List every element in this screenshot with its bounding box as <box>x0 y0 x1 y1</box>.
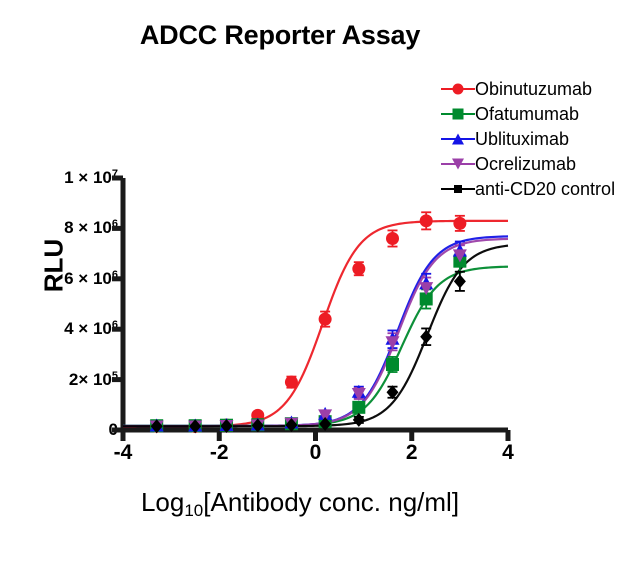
data-point-circle <box>318 312 332 326</box>
data-point-diamond <box>352 412 365 427</box>
y-tick-label-text: 8 × 106 <box>64 218 118 238</box>
series-curve-anti-cd20-control <box>123 244 509 428</box>
data-point-diamond <box>150 419 163 434</box>
data-point-triangle-down <box>419 282 434 296</box>
data-point-circle <box>453 216 467 230</box>
x-axis-title-subscript: 10 <box>184 501 204 520</box>
data-point-triangle-down <box>351 387 366 401</box>
data-point-diamond <box>420 329 433 344</box>
axes <box>112 175 511 441</box>
legend-marker-triangle-up-icon <box>441 129 475 149</box>
data-point-square <box>386 357 399 371</box>
x-tick-label: -4 <box>113 441 133 464</box>
data-point-triangle-down <box>318 409 333 423</box>
data-point-diamond <box>285 417 298 432</box>
legend-item-anti-cd20-control[interactable]: anti-CD20 control <box>441 176 640 201</box>
legend-key-marker <box>452 83 464 94</box>
chart-legend: Obinutuzumab Ofatumumab Ublituximab Ocreliz… <box>441 76 640 201</box>
legend-marker-diamond-icon <box>441 179 475 199</box>
legend-item-obinutuzumab[interactable]: Obinutuzumab <box>441 76 640 101</box>
data-point-diamond <box>386 385 399 400</box>
chart-title: ADCC Reporter Assay <box>139 20 421 50</box>
legend-item-label: Ocrelizumab <box>475 153 577 174</box>
legend-item-label: Ublituximab <box>475 128 570 149</box>
data-point-square <box>352 400 366 414</box>
data-point-circle <box>284 375 298 389</box>
legend-marker-circle-icon <box>441 79 475 99</box>
data-point-diamond <box>189 419 202 434</box>
data-point-circle <box>386 231 399 245</box>
legend-item-ofatumumab[interactable]: Ofatumumab <box>441 101 640 126</box>
legend-key-marker <box>452 158 464 169</box>
data-point-triangle-down <box>385 336 400 350</box>
legend-key-marker <box>452 133 464 144</box>
x-axis-title-rest: [Antibody conc. ng/ml] <box>203 487 460 517</box>
legend-marker-square-icon <box>441 104 475 124</box>
legend-marker-triangle-down-icon <box>441 154 475 174</box>
x-tick-label: 0 <box>309 441 322 464</box>
data-point-circle <box>419 214 433 228</box>
data-point-triangle-down <box>452 249 467 263</box>
legend-item-label: Obinutuzumab <box>475 78 593 99</box>
legend-key-marker <box>452 108 464 119</box>
data-point-diamond <box>453 274 466 289</box>
legend-item-ublituximab[interactable]: Ublituximab <box>441 126 640 151</box>
series-curve-obinutuzumab <box>123 219 508 428</box>
legend-key-marker <box>454 184 462 193</box>
data-point-diamond <box>220 418 233 433</box>
x-axis-title: Log10[Antibody conc. ng/ml] <box>60 487 540 520</box>
x-tick-label: 4 <box>502 441 514 464</box>
series-curve-ocrelizumab <box>123 237 509 428</box>
legend-item-label: anti-CD20 control <box>475 178 616 199</box>
legend-item-ocrelizumab[interactable]: Ocrelizumab <box>441 151 640 176</box>
y-tick-label-text: 1 × 107 <box>64 168 118 187</box>
data-series-group <box>123 211 509 434</box>
y-tick-label-text: 6 × 106 <box>64 268 118 288</box>
y-tick-label-text: 4 × 106 <box>64 319 118 339</box>
x-tick-label: 2 <box>405 441 418 464</box>
x-tick-label: -2 <box>209 441 229 464</box>
data-point-diamond <box>251 418 264 433</box>
data-point-square <box>419 292 433 306</box>
legend-item-label: Ofatumumab <box>475 103 580 124</box>
y-tick-label-text: 2× 105 <box>68 369 118 389</box>
data-point-diamond <box>319 416 332 431</box>
x-axis-title-base: Log <box>140 487 185 517</box>
data-point-circle <box>352 262 366 276</box>
series-curve-ublituximab <box>123 235 509 428</box>
